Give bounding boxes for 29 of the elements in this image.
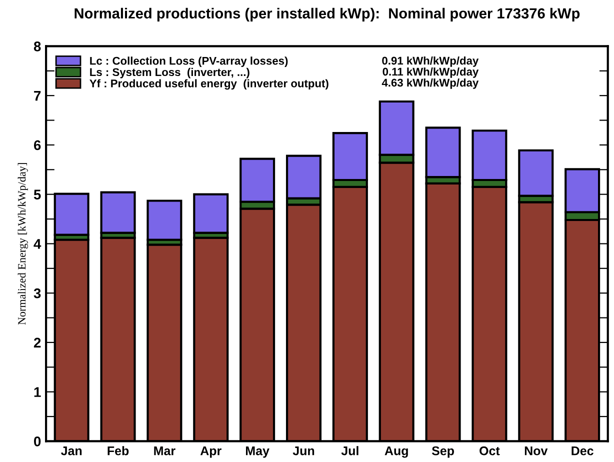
y-tick-label: 8 [34,42,41,52]
y-tick-label: 4 [34,239,42,249]
x-tick-label: Jul [341,446,358,456]
x-tick-label: Nov [524,446,548,456]
legend-label: Yf : Produced useful energy (inverter output) [90,79,328,90]
x-tick-label: Aug [384,446,408,458]
x-tick-label: Feb [108,446,129,456]
x-tick-label: Sep [432,446,454,458]
y-tick-label: 0 [34,436,41,446]
x-tick-label: Jun [292,446,314,456]
legend-label: Lc : Collection Loss (PV-array losses) [90,56,288,67]
y-axis-title: Normalized Energy [kWh/kWp/day] [18,163,28,325]
annotation: 0.11 kWh/kWp/day [382,67,479,78]
annotation: 0.91 kWh/kWp/day [382,56,479,67]
y-tick-label: 5 [34,190,41,200]
x-tick-label: Oct [480,446,500,456]
x-tick-label: Dec [572,446,594,456]
x-tick-label: Apr [200,446,222,458]
y-tick-label: 7 [34,91,41,101]
y-tick-label: 2 [34,338,41,348]
x-tick-label: Mar [154,446,176,456]
y-tick-label: 1 [34,387,41,397]
x-tick-label: Jan [61,446,82,456]
y-tick-label: 6 [34,140,41,150]
x-tick-label: May [246,446,270,458]
annotation: 4.63 kWh/kWp/day [382,78,479,89]
chart-title: Normalized productions (per installed kWp): Nominal power 173376 kWp [74,8,580,22]
y-tick-label: 3 [34,288,41,298]
legend-label: Ls : System Loss (inverter, ...) [90,68,250,78]
